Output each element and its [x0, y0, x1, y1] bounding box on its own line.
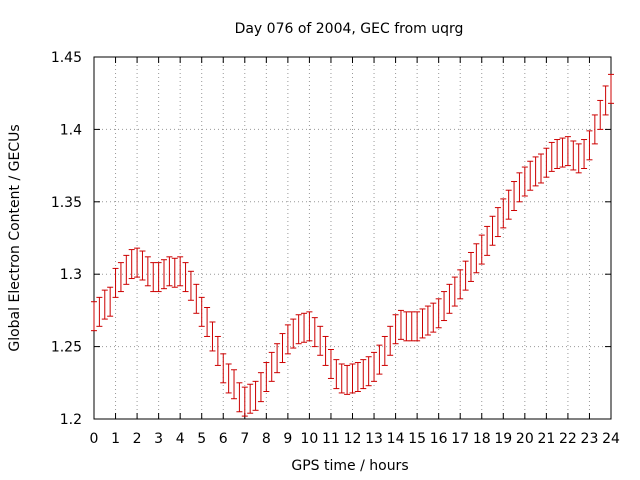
x-tick-label: 5: [197, 431, 206, 447]
y-tick-label: 1.25: [51, 340, 82, 356]
x-tick-label: 20: [516, 431, 534, 447]
y-tick-label: 1.4: [60, 122, 82, 138]
x-tick-label: 24: [602, 431, 620, 447]
x-tick-label: 7: [240, 431, 249, 447]
grid-layer: [94, 57, 611, 419]
x-tick-label: 1: [111, 431, 120, 447]
x-tick-label: 6: [219, 431, 228, 447]
x-tick-label: 2: [133, 431, 142, 447]
y-axis-label: Global Electron Content / GECUs: [7, 124, 23, 351]
chart-title: Day 076 of 2004, GEC from uqrg: [235, 21, 464, 37]
x-tick-label: 16: [430, 431, 448, 447]
x-tick-label: 14: [387, 431, 405, 447]
x-tick-label: 11: [322, 431, 340, 447]
x-tick-label: 10: [301, 431, 319, 447]
axis-layer: 0 1 2 3 4 5 6 7 8 9 10 11 12 13 14 15 16 17 18 19 20 21 22 23 24…: [51, 50, 620, 447]
x-tick-label: 19: [494, 431, 512, 447]
x-tick-label: 4: [176, 431, 185, 447]
x-tick-label: 17: [451, 431, 469, 447]
x-tick-label: 8: [262, 431, 271, 447]
x-tick-label: 12: [344, 431, 362, 447]
data-layer: [91, 73, 614, 417]
label-layer: Day 076 of 2004, GEC from uqrg GPS time …: [7, 21, 463, 474]
x-tick-label: 9: [283, 431, 292, 447]
x-tick-label: 23: [581, 431, 599, 447]
x-tick-label: 13: [365, 431, 383, 447]
x-tick-label: 15: [408, 431, 426, 447]
x-tick-label: 3: [154, 431, 163, 447]
x-axis-label: GPS time / hours: [291, 458, 408, 474]
x-tick-label: 0: [90, 431, 99, 447]
y-tick-label: 1.45: [51, 50, 82, 66]
x-tick-label: 22: [559, 431, 577, 447]
y-tick-label: 1.35: [51, 195, 82, 211]
y-tick-label: 1.3: [60, 267, 82, 283]
x-tick-label: 18: [473, 431, 491, 447]
x-tick-label: 21: [537, 431, 555, 447]
y-tick-label: 1.2: [60, 412, 82, 428]
